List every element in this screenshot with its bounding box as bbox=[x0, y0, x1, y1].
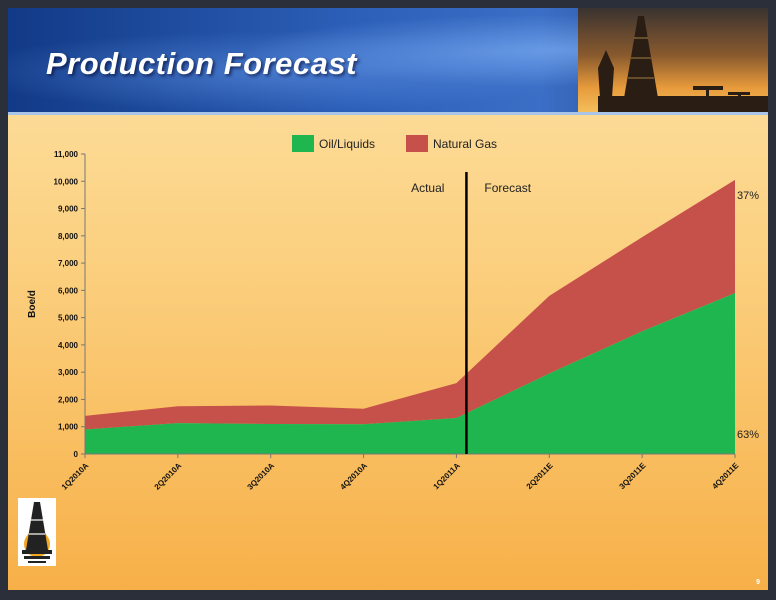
y-tick-label: 8,000 bbox=[58, 232, 79, 241]
x-tick-label: 1Q2010A bbox=[60, 461, 91, 492]
x-tick-label: 4Q2011E bbox=[710, 461, 740, 491]
y-tick-label: 11,000 bbox=[54, 150, 79, 159]
x-tick-label: 4Q2010A bbox=[338, 461, 369, 492]
slide-title: Production Forecast bbox=[46, 46, 357, 81]
y-tick-label: 5,000 bbox=[58, 314, 79, 323]
oil-liquids-area bbox=[85, 293, 735, 454]
legend-swatch-natural-gas bbox=[406, 135, 428, 152]
y-tick-label: 7,000 bbox=[58, 259, 79, 268]
page-number: 9 bbox=[756, 579, 760, 586]
y-tick-label: 0 bbox=[74, 450, 79, 459]
y-tick-label: 1,000 bbox=[58, 423, 79, 432]
oil-share-label: 63% bbox=[737, 429, 759, 441]
y-axis-label: Boe/d bbox=[27, 290, 38, 318]
legend-label-natural-gas: Natural Gas bbox=[433, 137, 497, 151]
x-tick-label: 3Q2011E bbox=[618, 461, 648, 491]
forecast-label: Forecast bbox=[484, 181, 531, 195]
x-tick-label: 1Q2011A bbox=[432, 461, 462, 491]
y-tick-label: 2,000 bbox=[58, 395, 79, 404]
x-tick-label: 3Q2010A bbox=[246, 461, 277, 492]
oil-rig-photo bbox=[578, 8, 768, 114]
x-tick-label: 2Q2010A bbox=[153, 461, 184, 492]
legend-swatch-oil-liquids bbox=[292, 135, 314, 152]
company-logo bbox=[18, 498, 56, 566]
header-divider bbox=[8, 112, 768, 115]
actual-label: Actual bbox=[411, 181, 444, 195]
y-tick-label: 10,000 bbox=[54, 177, 79, 186]
legend-label-oil-liquids: Oil/Liquids bbox=[319, 137, 375, 151]
natural-gas-area bbox=[85, 179, 735, 430]
y-tick-label: 4,000 bbox=[58, 341, 79, 350]
y-tick-label: 3,000 bbox=[58, 368, 79, 377]
production-chart: 0 1,000 2,000 3,000 4,000 5,000 6,000 7,000 8,00… bbox=[27, 135, 759, 492]
slide: Production Forecast 0 1,000 2,000 3,000 4,00… bbox=[8, 8, 768, 590]
y-tick-label: 9,000 bbox=[58, 205, 79, 214]
header-banner: Production Forecast bbox=[8, 8, 768, 114]
y-tick-label: 6,000 bbox=[58, 286, 79, 295]
gas-share-label: 37% bbox=[737, 190, 759, 202]
x-tick-label: 2Q2011E bbox=[525, 461, 555, 491]
